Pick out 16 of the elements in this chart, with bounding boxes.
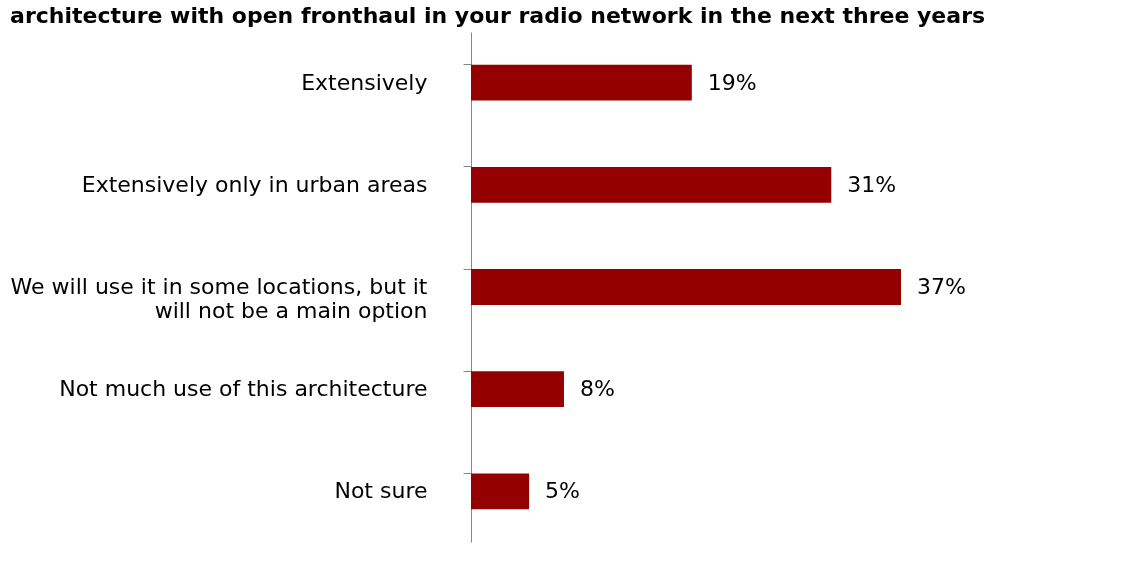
data-label: 5% — [545, 478, 581, 504]
y-tick-label: Not much use of this architecture — [59, 376, 428, 402]
data-label: 37% — [917, 274, 966, 299]
y-tick-label: Extensively only in urban areas — [81, 171, 428, 197]
bar — [471, 64, 692, 101]
bar — [471, 371, 564, 408]
data-label: 8% — [579, 376, 615, 402]
data-label: 19% — [707, 69, 757, 95]
chart-title: architecture with open fronthaul in your radio network in the next three years — [10, 3, 986, 28]
bar — [471, 269, 901, 305]
bar — [471, 473, 530, 510]
bar — [471, 166, 832, 203]
y-tick-label: We will use it in some locations, but it will not be a main option — [10, 274, 428, 323]
data-label: 31% — [847, 171, 897, 197]
y-tick-label: Not sure — [334, 478, 428, 504]
y-tick-label: Extensively — [301, 69, 428, 95]
